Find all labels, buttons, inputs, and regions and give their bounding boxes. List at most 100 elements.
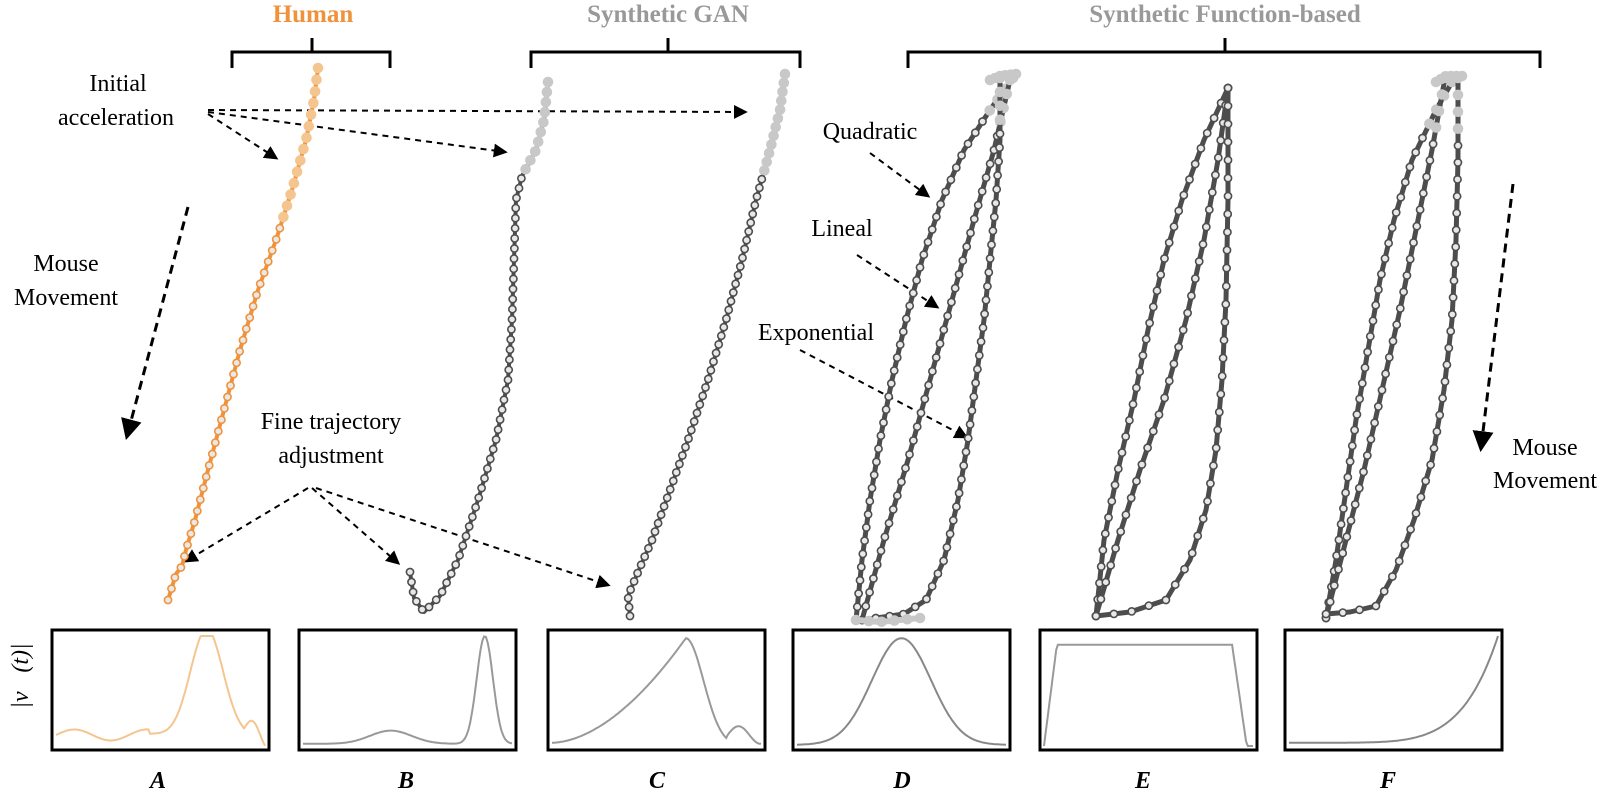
trajectory-lineal-point <box>954 269 964 279</box>
trajectory-human-point <box>259 268 269 278</box>
trajectory-f-middle-point <box>1377 385 1387 395</box>
trajectory-exponential <box>857 72 1006 625</box>
trajectory-e-left-point <box>1141 334 1151 344</box>
trajectory-exponential-point <box>922 594 931 604</box>
panel-d-frame <box>791 628 1012 752</box>
trajectory-exponential-point <box>954 488 964 498</box>
trajectory-f-left-point <box>1336 519 1346 529</box>
trajectory-gan-c-point <box>714 339 724 349</box>
panel-e-velocity-curve <box>1043 643 1253 747</box>
trajectory-f-right-point <box>1444 343 1454 353</box>
trajectory-f-start-cluster-point <box>1430 76 1442 88</box>
trajectory-f-right-point <box>1355 605 1364 615</box>
trajectory-f-left-point <box>1387 223 1397 233</box>
trajectory-exponential-point <box>994 157 1003 166</box>
trajectory-exponential-point <box>989 212 999 222</box>
trajectory-exponential-point <box>987 240 996 250</box>
trajectory-e-middle-point <box>1116 527 1126 536</box>
panel-c-frame <box>546 628 767 752</box>
panel-f-frame <box>1283 628 1504 752</box>
trajectory-lineal-point <box>939 325 949 335</box>
trajectory-exponential-point <box>973 364 982 374</box>
trajectory-gan-c-point <box>752 192 762 201</box>
trajectory-e-left-point <box>1138 351 1148 360</box>
trajectory-gan-b-point <box>461 531 471 541</box>
trajectory-human-point <box>248 301 258 311</box>
trajectory-gan-b-point <box>509 254 519 263</box>
trajectory-f-middle-point <box>1430 122 1442 133</box>
trajectory-exponential-point <box>994 100 1006 112</box>
panel-letters: A B C D E F <box>148 768 1396 794</box>
trajectory-gan-c-point <box>656 510 666 520</box>
trajectory-e-middle-point <box>1198 239 1208 249</box>
trajectory-gan-b-point <box>506 335 516 344</box>
trajectory-gan-b-point <box>507 314 517 324</box>
trajectory-human-point <box>285 189 296 200</box>
trajectory-gan-b-point <box>405 567 415 577</box>
trajectory-f-right-point <box>1446 326 1456 336</box>
trajectory-human-point <box>195 495 205 504</box>
trajectory-f-left-point <box>1391 208 1401 217</box>
trajectory-lineal-point <box>931 353 941 362</box>
trajectory-f-left-point <box>1341 488 1350 498</box>
trajectory-quadratic-point <box>951 163 961 172</box>
trajectory-e-left-point <box>1169 222 1179 232</box>
trajectory-e-right-point <box>1170 580 1180 590</box>
trajectory-exponential-point <box>992 184 1002 194</box>
trajectory-gan-c-point <box>633 568 642 578</box>
trajectory-f-right-point <box>1451 225 1461 235</box>
trajectory-lineal-point <box>928 366 937 376</box>
trajectory-e-middle-path <box>1093 85 1231 619</box>
trajectory-gan-b-point <box>505 345 515 354</box>
trajectory-exponential-point <box>976 337 986 346</box>
trajectory-quadratic-point <box>872 457 881 467</box>
header-function-based: Synthetic Function-based <box>1089 1 1361 28</box>
trajectory-gan-b-point <box>508 294 518 304</box>
trajectory-e-right-point <box>1223 101 1233 111</box>
trajectory-gan-c-point <box>779 68 791 80</box>
trajectory-human-point <box>204 460 214 470</box>
trajectory-gan-c-point <box>665 484 675 494</box>
trajectory-e-left-point <box>1190 159 1200 169</box>
trajectory-quadratic-point <box>881 405 891 414</box>
trajectory-e-middle-point <box>1187 291 1196 301</box>
trajectory-gan-c-point <box>766 139 777 150</box>
trajectory-gan-c-point <box>709 357 718 366</box>
trajectory-e-left <box>1091 83 1233 621</box>
trajectory-e-right-point <box>1216 389 1226 399</box>
trajectory-gan-c-point <box>716 331 726 341</box>
trajectory-e-right-point <box>1127 607 1137 616</box>
trajectory-f-right-point <box>1426 460 1435 470</box>
trajectory-human-point <box>303 120 315 132</box>
trajectory-e-middle-point <box>1148 426 1158 436</box>
trajectory-human-point <box>263 257 273 266</box>
trajectory-exponential-point <box>945 529 955 539</box>
trajectory-human-point <box>245 313 255 322</box>
trajectory-e-middle-point <box>1190 274 1200 283</box>
trajectory-gan-c-point <box>742 235 751 245</box>
trajectory-human-point <box>198 483 208 493</box>
trajectory-gan-c-point <box>662 493 672 503</box>
trajectory-e-left-point <box>1096 562 1106 571</box>
label-lineal: Lineal <box>811 216 873 242</box>
trajectory-e-left-point <box>1148 302 1158 312</box>
trajectory-e-left-point <box>1098 545 1108 555</box>
trajectory-f-left-point <box>1347 441 1357 451</box>
trajectory-f-left-point <box>1380 254 1390 263</box>
trajectory-quadratic-point <box>963 139 973 149</box>
trajectory-f-middle <box>1321 72 1451 623</box>
trajectory-gan-c-point <box>675 459 684 469</box>
arrow-mouse-movement-left <box>121 206 190 441</box>
trajectory-f-middle-point <box>1425 155 1435 165</box>
trajectory-human-point <box>192 506 202 516</box>
trajectory-gan-c <box>623 68 791 621</box>
trajectory-human-point <box>298 143 309 155</box>
trajectory-e-left-point <box>1107 496 1117 506</box>
trajectory-f-start-cluster <box>1430 70 1468 88</box>
panel-a <box>50 628 271 752</box>
trajectory-exponential-point <box>963 433 973 443</box>
trajectory-f-middle-point <box>1350 499 1360 509</box>
trajectory-f-middle-point <box>1359 467 1368 477</box>
trajectory-lineal-point <box>981 173 991 182</box>
trajectory-gan-c-point <box>777 86 788 98</box>
